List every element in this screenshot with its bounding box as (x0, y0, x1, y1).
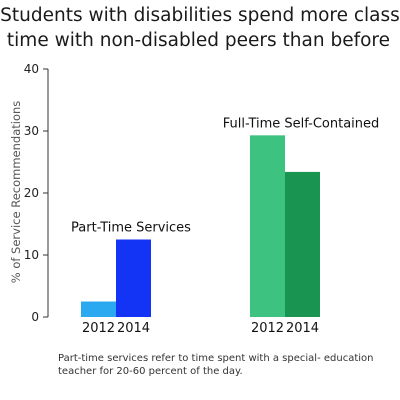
y-tick-label: 0 (31, 310, 39, 324)
bar-full-time-self-contained-2014 (285, 171, 320, 317)
chart-title-line-1: Students with disabilities spend more cl… (0, 5, 400, 26)
y-axis-label: % of Service Recommendations (9, 101, 23, 284)
y-tick-label: 30 (24, 124, 39, 138)
footnote: Part-time services refer to time spent w… (58, 353, 374, 377)
y-tick-label: 40 (24, 62, 39, 76)
chart-title-line-2: time with non-disabled peers than before (6, 30, 390, 51)
y-tick-label: 10 (24, 248, 39, 262)
x-category-label: 2014 (286, 321, 319, 336)
x-category-label: 2012 (82, 321, 115, 336)
bar-part-time-services-2012 (81, 301, 116, 317)
group-label: Full-Time Self-Contained (223, 116, 380, 131)
bar-full-time-self-contained-2012 (250, 135, 285, 317)
x-category-label: 2014 (117, 321, 150, 336)
x-category-label: 2012 (251, 321, 284, 336)
group-label: Part-Time Services (71, 221, 191, 236)
y-tick-label: 20 (24, 186, 39, 200)
bar-part-time-services-2014 (116, 239, 151, 317)
